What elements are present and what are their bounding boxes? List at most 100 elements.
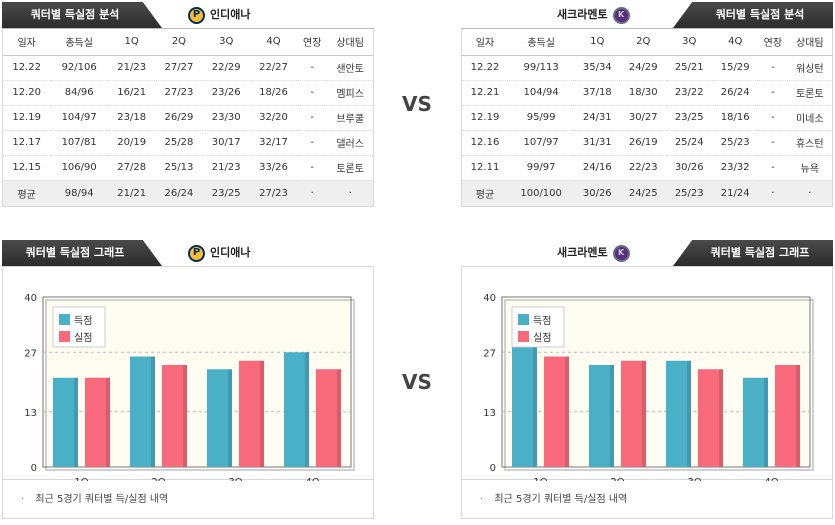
left-quarter-table: 일자 총득실 1Q 2Q 3Q 4Q 연장 상대팀 12.22 92/106 21/23 27/27… — [2, 28, 374, 207]
legend-swatch — [59, 314, 70, 325]
average-row: 평균 98/94 21/21 26/24 23/25 27/23 · · — [2, 180, 374, 206]
table-cell: - — [758, 80, 788, 106]
column-header: 3Q — [666, 28, 713, 56]
bar-shade — [151, 356, 155, 467]
table-cell: 21/24 — [712, 180, 759, 206]
y-tick-label: 40 — [483, 293, 496, 304]
right-graph-tab: 쿼터별 득실점 그래프 — [673, 240, 833, 266]
column-header: 상대팀 — [787, 28, 833, 56]
column-header: 일자 — [2, 28, 51, 56]
table-cell: 25/28 — [155, 130, 203, 156]
table-cell: 22/29 — [202, 55, 250, 81]
table-cell: 30/26 — [574, 180, 621, 206]
bar-scored-4Q — [284, 352, 309, 467]
table-cell: 31/31 — [574, 130, 621, 156]
table-cell: 35/34 — [574, 55, 621, 81]
bar-shade — [565, 356, 569, 467]
table-cell: 23/32 — [712, 155, 759, 181]
table-cell: - — [758, 105, 788, 131]
table-cell: - — [758, 155, 788, 181]
bar-shade — [305, 352, 309, 467]
table-cell: 24/29 — [620, 55, 667, 81]
bar-allowed-1Q — [85, 377, 110, 467]
table-cell: - — [758, 130, 788, 156]
bar-allowed-2Q — [162, 365, 187, 467]
table-cell: 107/81 — [50, 130, 109, 156]
table-cell: 21/21 — [108, 180, 156, 206]
bar-allowed-2Q — [621, 360, 646, 467]
legend-label: 득점 — [533, 315, 551, 327]
table-cell: - — [297, 130, 328, 156]
bar-shade — [719, 369, 723, 467]
bar-shade — [228, 369, 232, 467]
x-tick-label: 3Q — [228, 477, 242, 481]
table-cell: 12.19 — [461, 105, 508, 131]
column-header: 1Q — [108, 28, 156, 56]
left-analysis-tab: 쿼터별 득실점 분석 — [2, 2, 162, 28]
table-cell: 24/25 — [620, 180, 667, 206]
kings-logo-icon: K — [612, 6, 630, 24]
column-header: 총득실 — [507, 28, 575, 56]
bar-shade — [687, 360, 691, 467]
legend-swatch — [59, 331, 70, 342]
bar-scored-3Q — [666, 360, 691, 467]
x-tick-label: 4Q — [305, 477, 319, 481]
average-row: 평균 100/100 30/26 24/25 25/23 21/24 · · — [461, 180, 833, 206]
y-tick-label: 27 — [483, 348, 496, 359]
table-cell: 30/17 — [202, 130, 250, 156]
column-header: 상대팀 — [327, 28, 374, 56]
right-team-label: 새크라멘토 K — [557, 2, 630, 28]
right-graph-team-name: 새크라멘토 — [557, 246, 608, 259]
column-header: 2Q — [155, 28, 203, 56]
column-header: 일자 — [461, 28, 508, 56]
table-cell: 24/16 — [574, 155, 621, 181]
table-cell: 98/94 — [50, 180, 109, 206]
table-row: 12.19 104/97 23/18 26/29 23/30 32/20- 브루쿨 — [2, 105, 374, 131]
bar-allowed-3Q — [698, 369, 723, 467]
bar-shade — [260, 360, 264, 467]
table-cell: 24/31 — [574, 105, 621, 131]
right-chart-note: · 최근 5경기 쿼터별 득/실점 내역 — [461, 480, 833, 519]
left-graph-team-name: 인디애나 — [210, 246, 251, 259]
bar-shade — [106, 377, 110, 467]
table-row: 12.22 99/113 35/34 24/29 25/21 15/29- 워싱턴 — [461, 55, 833, 81]
table-cell: 26/29 — [155, 105, 203, 131]
y-tick-label: 40 — [24, 293, 37, 304]
table-cell: 99/97 — [507, 155, 575, 181]
column-header: 연장 — [297, 28, 328, 56]
bar-shade — [796, 365, 800, 467]
table-cell: 16/21 — [108, 80, 156, 106]
table-cell: 30/27 — [620, 105, 667, 131]
table-cell: 27/28 — [108, 155, 156, 181]
bar-shade — [74, 377, 78, 467]
table-cell: 12.22 — [461, 55, 508, 81]
table-cell: 107/97 — [507, 130, 575, 156]
table-cell: 평균 — [461, 180, 508, 206]
right-team-name: 새크라멘토 — [557, 8, 608, 21]
left-analysis-panel: 쿼터별 득실점 분석 P 인디애나 일자 총득실 1Q 2Q 3Q 4Q 연장 상대팀 12.… — [2, 2, 374, 207]
table-cell: 댈러스 — [327, 130, 374, 156]
right-graph-panel: 쿼터별 득실점 그래프 새크라멘토 K 01327401Q2Q3Q4Q득점실점 … — [461, 240, 833, 519]
table-cell: 22/23 — [620, 155, 667, 181]
left-team-label: P 인디애나 — [188, 2, 250, 28]
pacers-logo-icon: P — [188, 244, 205, 262]
table-cell: 12.16 — [461, 130, 508, 156]
bar-allowed-4Q — [775, 365, 800, 467]
table-cell: 12.15 — [2, 155, 51, 181]
y-tick-label: 13 — [483, 408, 496, 419]
table-cell: 멤피스 — [327, 80, 374, 106]
table-cell: 평균 — [2, 180, 51, 206]
table-cell: 20/19 — [108, 130, 156, 156]
table-cell: 84/96 — [50, 80, 109, 106]
y-tick-label: 0 — [31, 463, 37, 474]
column-header: 2Q — [620, 28, 667, 56]
bar-shade — [610, 365, 614, 467]
table-row: 12.11 99/97 24/16 22/23 30/26 23/32- 뉴욕 — [461, 155, 833, 181]
right-analysis-header: 쿼터별 득실점 분석 새크라멘토 K — [461, 2, 833, 29]
table-row: 12.21 104/94 37/18 18/30 23/22 26/24- 토론토 — [461, 80, 833, 106]
table-cell: 37/18 — [574, 80, 621, 106]
right-quarter-table: 일자 총득실 1Q 2Q 3Q 4Q 연장 상대팀 12.22 99/113 35/34 24/29… — [461, 28, 833, 207]
bar-scored-2Q — [130, 356, 155, 467]
